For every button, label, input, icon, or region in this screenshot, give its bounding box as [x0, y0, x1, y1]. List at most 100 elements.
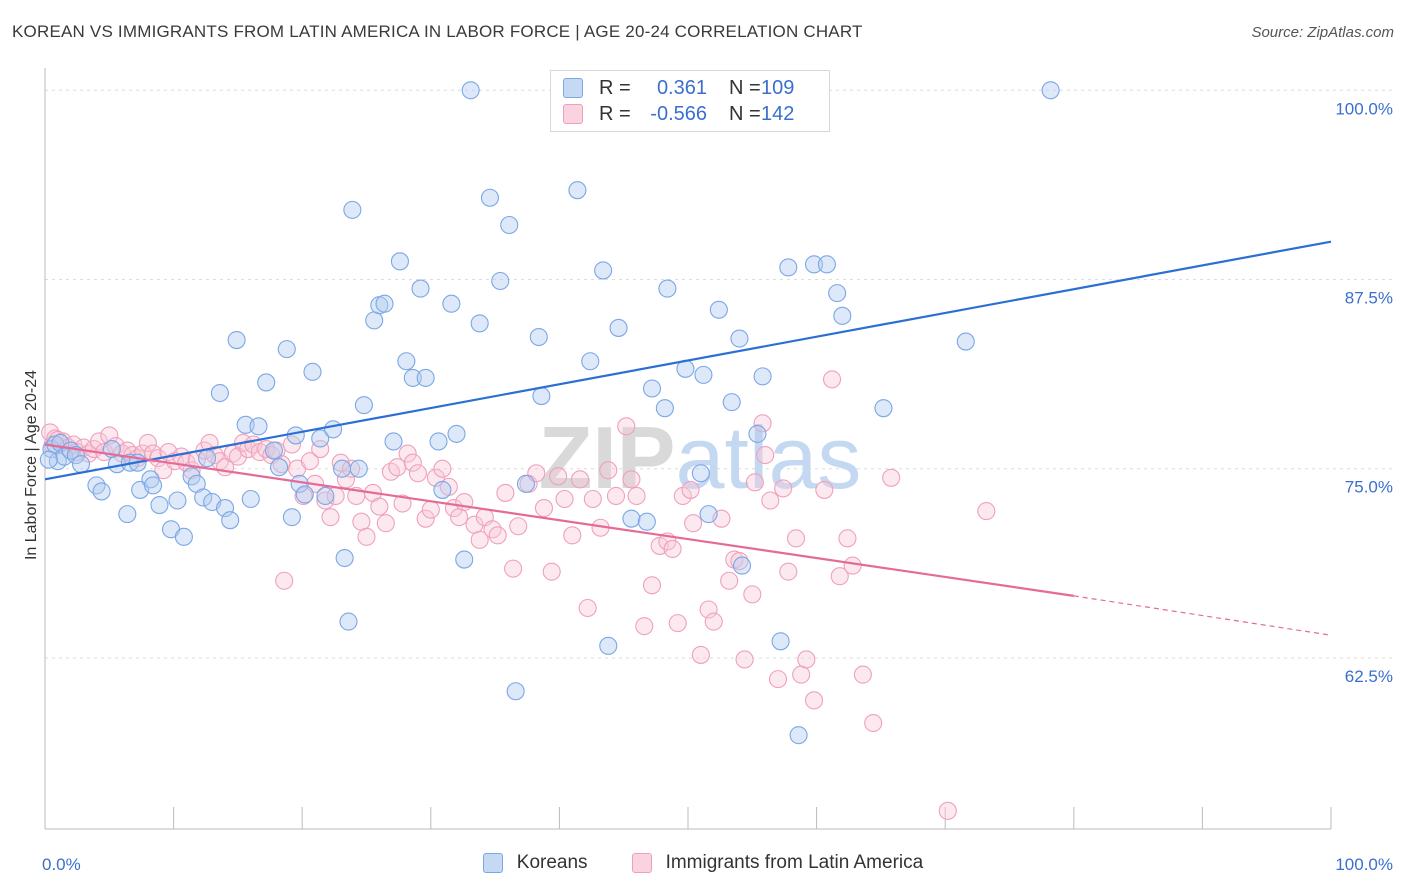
latin-point: [774, 479, 793, 498]
latin-point: [804, 691, 824, 710]
latin-point: [331, 453, 350, 472]
legend-n-value: 142: [761, 102, 795, 125]
korean-point: [286, 426, 305, 445]
latin-point: [403, 453, 422, 472]
latin-point: [555, 489, 574, 509]
latin-point: [321, 508, 340, 527]
latin-point: [370, 497, 389, 516]
korean-point: [956, 332, 975, 351]
latin-point: [635, 617, 654, 636]
latin-point: [691, 645, 710, 664]
korean-point: [390, 252, 409, 271]
korean-point: [699, 505, 718, 524]
y-tick-label: 75.0%: [1345, 478, 1393, 497]
korean-point: [637, 512, 656, 531]
latin-point: [681, 480, 700, 499]
latin-point: [563, 526, 582, 545]
korean-trend-line: [44, 240, 1332, 481]
korean-point: [241, 489, 260, 509]
korean-point: [722, 393, 741, 412]
latin-point: [311, 439, 330, 459]
korean-point: [227, 330, 246, 350]
latin-point: [938, 801, 957, 820]
korean-point: [709, 300, 728, 319]
korean-point: [804, 255, 824, 274]
latin-point: [599, 461, 618, 480]
korean-point: [442, 294, 461, 313]
korean-point: [324, 420, 343, 439]
korean-point: [39, 450, 58, 469]
latin-point: [977, 502, 996, 521]
korean-point: [506, 682, 525, 701]
korean-point: [277, 340, 296, 359]
latin-point: [797, 650, 816, 669]
latin-point: [228, 447, 247, 466]
series-legend-latin: Immigrants from Latin America: [631, 852, 924, 874]
latin-point: [815, 480, 834, 499]
latin-point: [822, 370, 842, 389]
korean-point: [470, 314, 489, 333]
korean-point: [1041, 81, 1060, 100]
latin-point: [433, 459, 452, 478]
series-swatch-latin: [631, 853, 652, 873]
korean-point: [771, 632, 790, 651]
latin-point: [534, 499, 554, 518]
korean-point: [694, 365, 713, 384]
korean-point: [748, 424, 767, 443]
korean-point: [833, 306, 852, 325]
korean-point: [403, 368, 422, 387]
korean-point: [48, 452, 67, 471]
korean-point: [753, 367, 772, 386]
latin-point: [470, 530, 489, 549]
korean-point: [333, 459, 352, 478]
watermark-zip: ZIP: [539, 408, 676, 507]
chart-title: KOREAN VS IMMIGRANTS FROM LATIN AMERICA …: [12, 22, 863, 41]
latin-point: [509, 517, 528, 536]
latin-point: [864, 713, 883, 733]
latin-trend-line: [44, 443, 1074, 597]
latin-point: [549, 467, 568, 486]
legend-r-label: R =: [599, 102, 631, 125]
series-label-latin: Immigrants from Latin America: [665, 852, 924, 873]
korean-point: [87, 476, 106, 495]
latin-point: [704, 612, 723, 631]
latin-point: [583, 489, 602, 509]
latin-point: [768, 670, 788, 689]
latin-point: [488, 526, 507, 545]
latin-point: [398, 444, 417, 463]
latin-trend-extension: [1073, 595, 1332, 636]
korean-point: [197, 449, 217, 468]
axis-labels-layer: 100.0% 87.5% 75.0% 62.5% 0.0% 100.0% In Labor …: [23, 99, 1393, 874]
latin-point: [843, 556, 862, 575]
korean-point: [433, 480, 452, 499]
watermark: ZIPatlas: [539, 408, 862, 507]
korean-point: [303, 362, 322, 381]
korean-point: [594, 261, 613, 280]
korean-point: [429, 432, 448, 451]
korean-point: [71, 455, 91, 474]
korean-point: [461, 81, 480, 100]
source-label: Source: ZipAtlas.com: [1251, 24, 1394, 41]
series-legend-koreans: Koreans: [482, 852, 588, 874]
latin-point: [617, 417, 636, 436]
korean-point: [416, 368, 435, 387]
y-axis-title: In Labor Force | Age 20-24: [23, 370, 40, 560]
latin-point: [684, 514, 703, 533]
x-tick-label: 0.0%: [42, 855, 81, 874]
korean-point: [339, 612, 358, 631]
legend-r-value: 0.361: [656, 76, 707, 99]
latin-point: [300, 452, 319, 471]
korean-point: [354, 396, 373, 415]
korean-point: [599, 636, 618, 655]
korean-point: [150, 496, 169, 515]
korean-point: [581, 352, 600, 371]
korean-point: [215, 499, 235, 518]
korean-point: [174, 527, 193, 546]
latin-point: [735, 650, 754, 669]
y-tick-label: 62.5%: [1345, 667, 1393, 686]
latin-point: [786, 529, 806, 548]
korean-point: [609, 318, 628, 337]
latin-point: [627, 486, 646, 506]
latin-point: [393, 494, 412, 513]
latin-point: [416, 509, 435, 528]
